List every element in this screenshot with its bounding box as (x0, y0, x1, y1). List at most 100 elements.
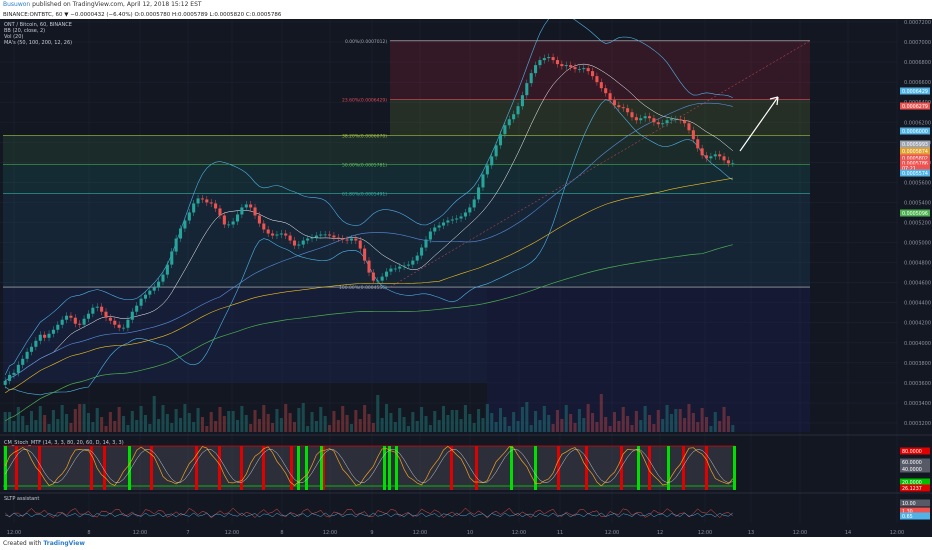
volume-bar (468, 414, 472, 432)
candle-body (227, 224, 231, 226)
volume-bar (358, 419, 362, 432)
legend-ma: MA's (50, 100, 200, 12, 26) (4, 40, 73, 46)
volume-bar (683, 418, 687, 432)
volume-bar (704, 417, 709, 432)
candle-body (200, 198, 204, 200)
volume-bar (582, 418, 586, 432)
volume-bar (122, 416, 126, 432)
stoch-signal-bar (620, 446, 623, 490)
candle-body (341, 238, 345, 240)
volume-bar (376, 395, 380, 432)
sltp-line-blue (5, 512, 733, 518)
fib-level-label: 23.60%(0.0006429) (342, 97, 387, 103)
candle-body (235, 214, 240, 222)
ma100-line (5, 177, 733, 394)
candle-body (279, 233, 283, 235)
volume-bar (161, 405, 165, 432)
stoch-signal-bar (383, 446, 386, 490)
tradingview-logo[interactable]: TradingView (43, 540, 85, 547)
volume-bar (384, 404, 389, 432)
candles (3, 53, 735, 389)
fib-zone (3, 164, 810, 194)
candle-body (731, 163, 735, 165)
volume-bar (503, 417, 507, 432)
volume-bar (687, 404, 691, 432)
volume-bar (726, 416, 730, 432)
volume-bar (314, 421, 318, 432)
volume-bar (560, 419, 564, 432)
stoch-indicator-label: CM_Stoch_MTF (14, 3, 3, 80, 20, 60, D, 1… (4, 440, 124, 446)
candle-body (266, 229, 270, 234)
volume-bar (51, 410, 55, 432)
volume-bar (323, 416, 327, 432)
candle-body (126, 319, 130, 328)
legend-vol: Vol (20) (4, 34, 24, 40)
candle-body (704, 155, 709, 159)
volume-bar (174, 409, 178, 432)
publish-info: Busuwon published on TradingView.com, Ap… (3, 1, 202, 8)
volume-bar (16, 407, 20, 432)
price-tag (900, 102, 930, 110)
fib-level-label: 61.80%(0.0005491) (342, 191, 387, 197)
candle-body (8, 374, 12, 381)
volume-bar (231, 411, 235, 432)
volume-bar (599, 394, 603, 432)
volume-bar (349, 424, 354, 432)
candle-body (148, 290, 152, 295)
price-tag-label: 0.0005802 (902, 156, 928, 162)
stoch-axis-tag (900, 478, 930, 486)
candle-body (415, 255, 419, 261)
candle-body (354, 238, 358, 241)
volume-bar (411, 412, 415, 432)
candle-body (494, 145, 498, 157)
candle-body (297, 244, 301, 246)
candle-body (253, 207, 257, 216)
fib-zone (487, 287, 810, 432)
stoch-signal-bar (395, 446, 398, 490)
candle-body (323, 234, 327, 236)
volume-bar (60, 405, 64, 432)
candle-body (718, 154, 722, 157)
volume-bar (218, 407, 222, 432)
candle-body (534, 65, 538, 74)
footer-bar: Created with TradingView (0, 537, 932, 550)
volume-bar (577, 409, 581, 432)
volume-bar (367, 414, 371, 432)
price-tag-label: 0.0006429 (902, 89, 928, 95)
volume-bar (612, 412, 616, 432)
volume-bar (95, 408, 99, 432)
published-text: published on TradingView.com, April 12, … (32, 1, 202, 8)
y-tick-label: 0.0003800 (904, 361, 931, 367)
candle-body (617, 105, 621, 108)
volume-bar (463, 405, 467, 432)
volume-bar (29, 411, 34, 432)
stoch-signal-bar (305, 446, 308, 490)
volume-bar (152, 396, 156, 432)
stoch-signal-bar (510, 446, 513, 490)
candle-body (174, 238, 178, 252)
volume-bar (196, 408, 200, 432)
symbol-info-bar: BINANCE:ONTBTC, 60 ▼ −0.0000432 (−6.40%)… (0, 11, 932, 19)
volume-bar (542, 406, 546, 432)
volume-bar (700, 408, 704, 432)
price-chart[interactable]: 0.0007200 0.0007000 0.0006800 0.0006600 0.00… (0, 19, 932, 537)
stoch-signal-bar (585, 446, 588, 490)
volume-bar (656, 410, 660, 432)
candle-body (51, 329, 55, 334)
y-tick-label: 0.0003200 (904, 421, 931, 427)
volume-bar (209, 412, 213, 432)
volume-bar (674, 409, 678, 432)
volume-bar (200, 417, 204, 432)
candle-body (91, 307, 95, 314)
username-link[interactable]: Busuwon (3, 1, 31, 8)
volume-bar (634, 411, 638, 432)
stoch-signal-bar (320, 446, 323, 490)
candle-body (608, 93, 612, 101)
candle-body (306, 238, 310, 241)
candle-body (551, 57, 555, 61)
candle-body (722, 156, 726, 161)
stoch-axis-label: 80.0000 (902, 449, 922, 455)
candle-body (38, 334, 42, 341)
price-tag-label: 0.0005874 (902, 149, 928, 155)
candle-body (507, 119, 511, 126)
